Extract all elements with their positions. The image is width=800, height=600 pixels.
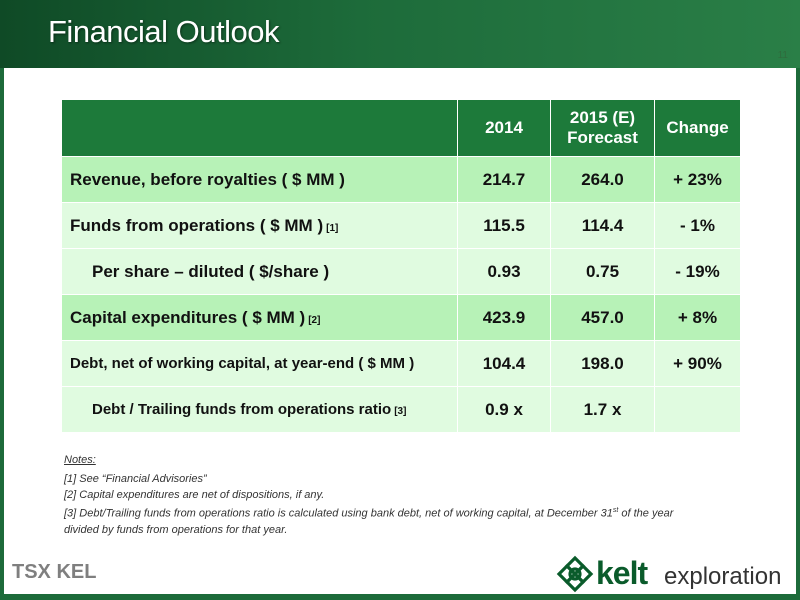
row-label-text: Debt / Trailing funds from operations ra… bbox=[92, 401, 392, 418]
right-edge-band bbox=[796, 68, 800, 600]
table-row: Funds from operations ( $ MM ) [1] 115.5 … bbox=[61, 202, 741, 249]
title-bar: Financial Outlook bbox=[0, 0, 800, 68]
value-change bbox=[654, 386, 741, 433]
table-header-row: 2014 2015 (E) Forecast Change bbox=[61, 99, 741, 157]
value-change: - 1% bbox=[654, 202, 741, 249]
row-label: Per share – diluted ( $/share ) bbox=[61, 248, 458, 295]
value-2015: 198.0 bbox=[550, 340, 655, 387]
header-2014: 2014 bbox=[457, 99, 551, 157]
value-2014: 115.5 bbox=[457, 202, 551, 249]
note-1: [1] See “Financial Advisories” bbox=[64, 473, 207, 485]
brand-subtitle: exploration bbox=[664, 563, 782, 590]
page-title: Financial Outlook bbox=[48, 14, 280, 49]
footnote-marker: [1] bbox=[326, 222, 339, 234]
note-3: [3] Debt/Trailing funds from operations … bbox=[64, 503, 744, 522]
value-2015: 1.7 x bbox=[550, 386, 655, 433]
notes-section: Notes: [1] See “Financial Advisories” [2… bbox=[64, 452, 744, 538]
row-label-text: Per share – diluted ( $/share ) bbox=[92, 261, 330, 281]
value-2015: 0.75 bbox=[550, 248, 655, 295]
note-2: [2] Capital expenditures are net of disp… bbox=[64, 489, 325, 501]
value-2014: 104.4 bbox=[457, 340, 551, 387]
header-2015-forecast: 2015 (E) Forecast bbox=[550, 99, 655, 157]
value-change: + 23% bbox=[654, 156, 741, 203]
footnote-marker: [3] bbox=[394, 406, 407, 417]
note-3-text: [3] Debt/Trailing funds from operations … bbox=[64, 507, 613, 520]
row-label: Debt, net of working capital, at year-en… bbox=[61, 340, 458, 387]
row-label: Revenue, before royalties ( $ MM ) bbox=[61, 156, 458, 203]
value-2015: 264.0 bbox=[550, 156, 655, 203]
header-change: Change bbox=[654, 99, 741, 157]
celtic-knot-icon bbox=[556, 555, 594, 593]
value-2014: 214.7 bbox=[457, 156, 551, 203]
value-2015: 114.4 bbox=[550, 202, 655, 249]
value-2015: 457.0 bbox=[550, 294, 655, 341]
note-3-text-end: of the year bbox=[618, 507, 674, 520]
row-label-text: Capital expenditures ( $ MM ) bbox=[70, 307, 306, 327]
note-3-superscript: st bbox=[612, 507, 619, 514]
footnote-marker: [2] bbox=[308, 314, 321, 326]
row-label: Funds from operations ( $ MM ) [1] bbox=[61, 202, 458, 249]
table-row: Per share – diluted ( $/share ) 0.93 0.7… bbox=[61, 248, 741, 295]
notes-heading: Notes: bbox=[64, 454, 96, 466]
table-row: Debt / Trailing funds from operations ra… bbox=[61, 386, 741, 433]
table-row: Debt, net of working capital, at year-en… bbox=[61, 340, 741, 387]
row-label: Capital expenditures ( $ MM ) [2] bbox=[61, 294, 458, 341]
tsx-ticker-logo: TSX KEL bbox=[12, 561, 97, 583]
table-row: Capital expenditures ( $ MM ) [2] 423.9 4… bbox=[61, 294, 741, 341]
value-change: + 90% bbox=[654, 340, 741, 387]
note-3-continued: divided by funds from operations for tha… bbox=[64, 523, 288, 536]
table-row: Revenue, before royalties ( $ MM ) 214.7… bbox=[61, 156, 741, 203]
header-label-cell bbox=[61, 99, 458, 157]
kelt-exploration-logo: kelt exploration bbox=[556, 555, 792, 595]
value-change: + 8% bbox=[654, 294, 741, 341]
value-change: - 19% bbox=[654, 248, 741, 295]
row-label-text: Revenue, before royalties ( $ MM ) bbox=[70, 169, 345, 189]
row-label-text: Funds from operations ( $ MM ) bbox=[70, 215, 324, 235]
financial-outlook-table: 2014 2015 (E) Forecast Change Revenue, b… bbox=[61, 99, 741, 433]
footer-band bbox=[0, 594, 800, 600]
value-2014: 0.93 bbox=[457, 248, 551, 295]
value-2014: 423.9 bbox=[457, 294, 551, 341]
value-2014: 0.9 x bbox=[457, 386, 551, 433]
page-number: 11 bbox=[777, 50, 788, 61]
brand-word: kelt bbox=[596, 555, 648, 591]
row-label-text: Debt, net of working capital, at year-en… bbox=[70, 355, 415, 372]
header-2015-label: 2015 (E) bbox=[569, 108, 636, 127]
row-label: Debt / Trailing funds from operations ra… bbox=[61, 386, 458, 433]
header-forecast-label: Forecast bbox=[567, 128, 638, 147]
left-edge-band bbox=[0, 68, 4, 600]
